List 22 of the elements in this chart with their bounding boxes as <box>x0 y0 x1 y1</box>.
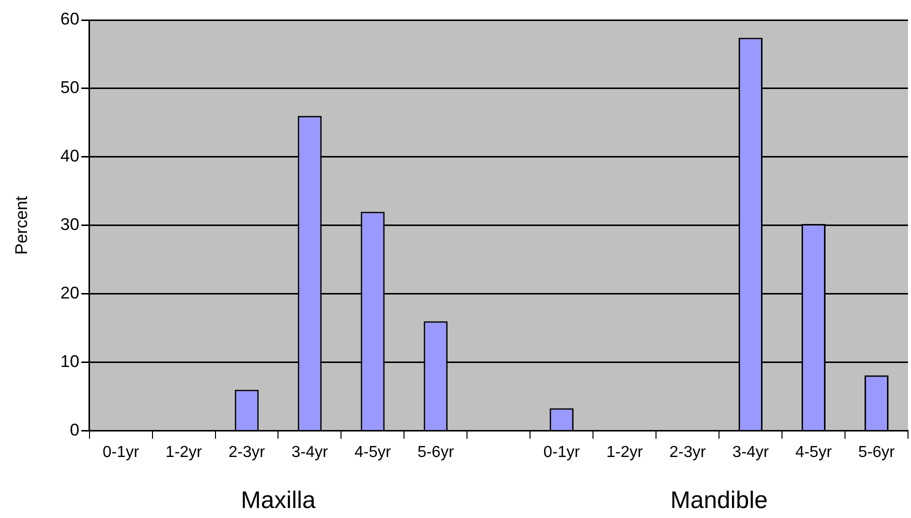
x-tick-label: 3-4yr <box>732 444 770 461</box>
y-tick-label: 10 <box>60 352 80 372</box>
y-axis-title: Percent <box>12 196 31 255</box>
x-tick-label: 4-5yr <box>795 444 832 461</box>
y-tick-label: 30 <box>60 215 80 234</box>
y-tick-label: 20 <box>60 284 80 303</box>
x-tick-label: 1-2yr <box>166 444 203 461</box>
text: Mandible <box>670 487 768 514</box>
y-tick-label: 40 <box>60 146 80 166</box>
x-tick-label: 2-3yr <box>669 444 706 461</box>
y-tick-label: 60 <box>60 10 80 29</box>
x-tick-label: 5-6yr <box>417 444 455 461</box>
x-tick-label: 0-1yr <box>102 444 140 461</box>
x-tick-label: 3-4yr <box>292 444 329 461</box>
x-tick-label: 4-5yr <box>354 444 392 461</box>
x-tick-label: 5-6yr <box>858 444 896 461</box>
x-tick-label: 1-2yr <box>606 444 644 461</box>
x-tick-label: 2-3yr <box>228 444 266 461</box>
y-tick-label: 0 <box>70 420 80 440</box>
x-tick-label: 0-1yr <box>543 444 581 461</box>
text: Maxilla <box>240 487 316 514</box>
y-tick-label: 50 <box>60 78 80 98</box>
